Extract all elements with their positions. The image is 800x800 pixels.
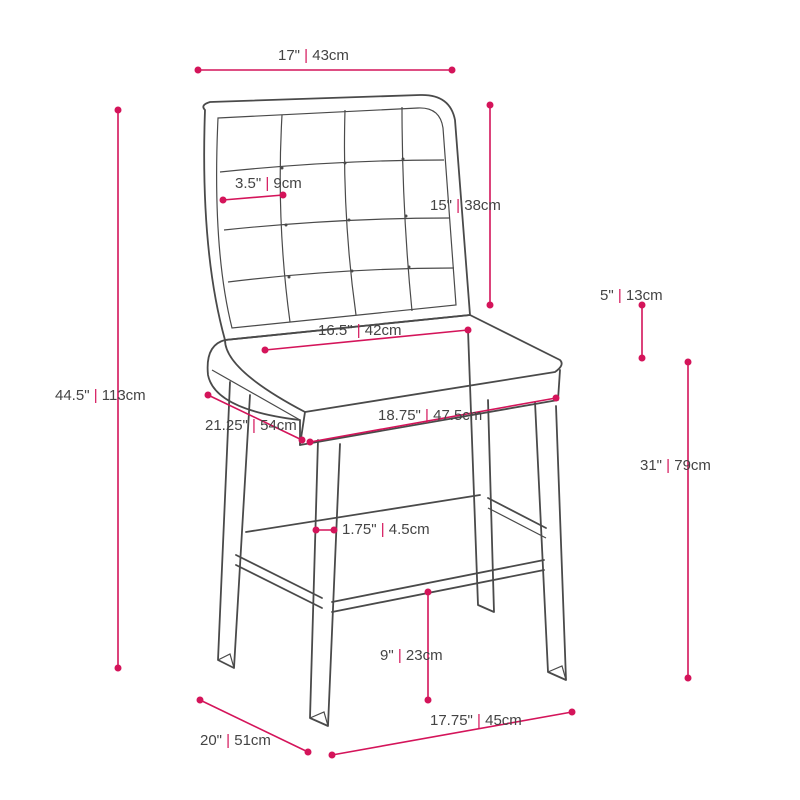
dim-back-h-imp: 15"	[430, 197, 452, 214]
dim-front-imp: 18.75"	[378, 407, 421, 424]
dim-total-imp: 44.5"	[55, 387, 90, 404]
dim-stf-met: 79cm	[674, 457, 711, 474]
dim-seat-inner-met: 42cm	[365, 322, 402, 339]
dim-leg-met: 4.5cm	[389, 521, 430, 538]
dim-stf-imp: 31"	[640, 457, 662, 474]
dim-tuft-met: 9cm	[273, 175, 301, 192]
dim-foot-met: 23cm	[406, 647, 443, 664]
dim-bwidth-imp: 17.75"	[430, 712, 473, 729]
dimension-annotations: 17" | 43cm 15" | 38cm 3.5" | 9cm 16.5" |…	[55, 47, 711, 759]
dim-seat-inner-imp: 16.5"	[318, 322, 353, 339]
svg-text:31" | 79cm: 31" | 79cm	[640, 457, 711, 474]
dim-tuft-imp: 3.5"	[235, 175, 261, 192]
dimension-diagram: 17" | 43cm 15" | 38cm 3.5" | 9cm 16.5" |…	[0, 0, 800, 800]
svg-text:15" | 38cm: 15" | 38cm	[430, 197, 501, 214]
dim-foot-imp: 9"	[380, 647, 394, 664]
dim-rise-met: 13cm	[626, 287, 663, 304]
dim-leg-imp: 1.75"	[342, 521, 377, 538]
svg-text:17.75" | 45cm: 17.75" | 45cm	[430, 712, 522, 729]
dim-bwidth-met: 45cm	[485, 712, 522, 729]
svg-text:18.75" | 47.5cm: 18.75" | 47.5cm	[378, 407, 482, 424]
dim-top-width-imp: 17"	[278, 47, 300, 64]
svg-text:17" | 43cm: 17" | 43cm	[278, 47, 349, 64]
svg-text:9" | 23cm: 9" | 23cm	[380, 647, 443, 664]
svg-text:20" | 51cm: 20" | 51cm	[200, 732, 271, 749]
svg-text:21.25" | 54cm: 21.25" | 54cm	[205, 417, 297, 434]
svg-text:3.5" | 9cm: 3.5" | 9cm	[235, 175, 302, 192]
dim-front-met: 47.5cm	[433, 407, 482, 424]
dim-depth-met: 54cm	[260, 417, 297, 434]
dim-bdepth-imp: 20"	[200, 732, 222, 749]
dim-back-h-met: 38cm	[464, 197, 501, 214]
dim-top-width-met: 43cm	[312, 47, 349, 64]
dim-depth-imp: 21.25"	[205, 417, 248, 434]
dim-bdepth-met: 51cm	[234, 732, 271, 749]
dim-rise-imp: 5"	[600, 287, 614, 304]
svg-text:5" | 13cm: 5" | 13cm	[600, 287, 663, 304]
svg-text:44.5" | 113cm: 44.5" | 113cm	[55, 387, 146, 404]
svg-text:16.5" | 42cm: 16.5" | 42cm	[318, 322, 401, 339]
dim-total-met: 113cm	[102, 387, 146, 404]
svg-text:1.75" | 4.5cm: 1.75" | 4.5cm	[342, 521, 430, 538]
